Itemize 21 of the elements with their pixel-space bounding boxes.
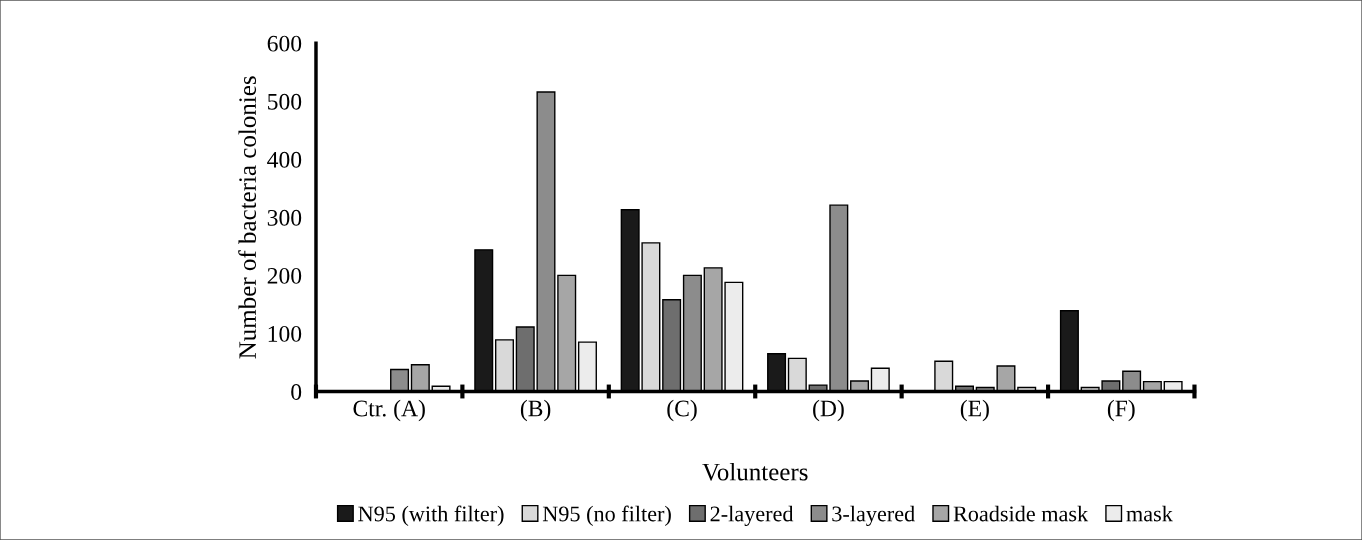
legend-label: N95 (no filter) (542, 505, 671, 526)
legend-label: N95 (with filter) (358, 505, 504, 526)
x-tick-label: (D) (813, 399, 844, 422)
y-tick-label: 100 (268, 325, 302, 342)
x-tick-label: Ctr. (A) (353, 399, 425, 422)
legend-label: mask (1126, 505, 1173, 522)
y-tick-label: 400 (267, 151, 302, 168)
legend-label: 3-layered (832, 505, 915, 526)
y-tick-label: 600 (267, 35, 302, 52)
y-tick-label: 500 (268, 93, 302, 110)
y-axis-title: Number of bacteria colonies (238, 76, 257, 359)
x-tick-label: (F) (1107, 399, 1135, 422)
legend-label: 2-layered (710, 505, 794, 526)
x-tick-label: (C) (667, 399, 697, 422)
x-tick-label: (E) (960, 399, 989, 422)
y-tick-label: 200 (267, 267, 302, 284)
y-tick-label: 0 (291, 383, 302, 400)
x-axis-title: Volunteers (702, 462, 808, 481)
legend-label: Roadside mask (953, 505, 1089, 522)
y-tick-label: 300 (267, 209, 302, 226)
x-tick-label: (B) (520, 399, 551, 422)
